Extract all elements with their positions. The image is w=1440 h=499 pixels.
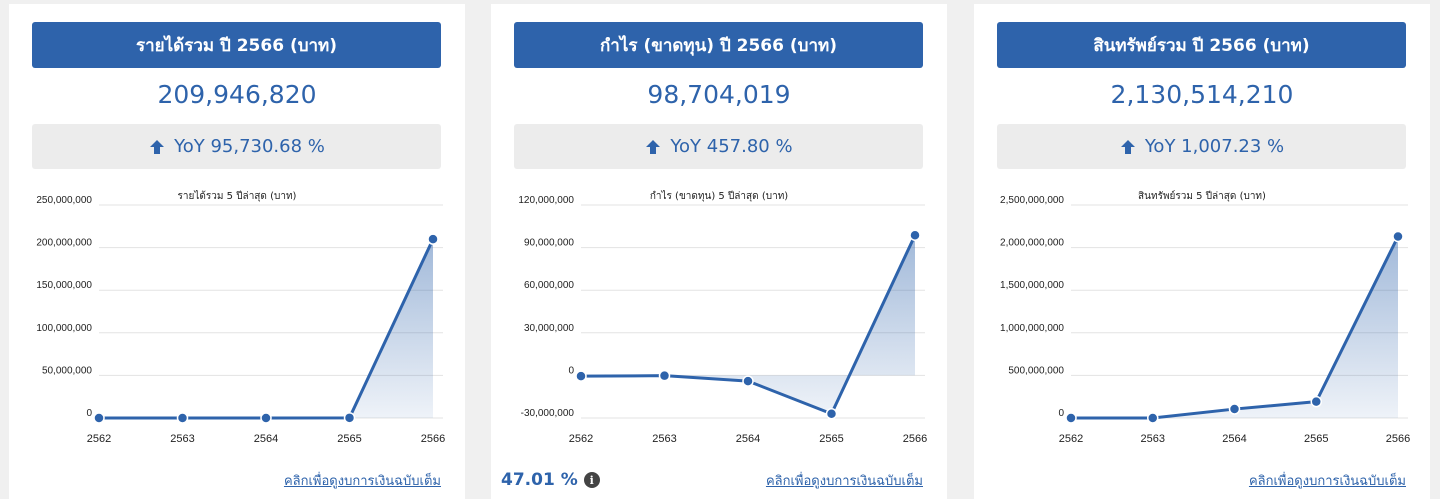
x-tick-label: 2563	[170, 433, 194, 445]
chart-title: กำไร (ขาดทุน) 5 ปีล่าสุด (บาท)	[649, 191, 789, 202]
y-tick-label: 0	[1058, 408, 1064, 419]
chart-title: รายได้รวม 5 ปีล่าสุด (บาท)	[177, 191, 297, 202]
y-tick-label: 200,000,000	[36, 238, 92, 249]
arrow-up-icon	[1120, 139, 1135, 154]
x-tick-label: 2565	[1304, 433, 1328, 445]
x-tick-label: 2565	[337, 433, 361, 445]
card-value: 98,704,019	[647, 80, 791, 109]
data-point	[909, 229, 921, 241]
y-tick-label: 2,000,000,000	[1000, 238, 1064, 249]
series-area	[99, 239, 433, 418]
y-tick-label: 500,000,000	[1008, 365, 1064, 376]
data-point	[427, 233, 439, 245]
yoy-text: YoY 95,730.68 %	[174, 136, 325, 157]
revenue-card: รายได้รวม ปี 2566 (บาท) 209,946,820 YoY …	[9, 4, 465, 499]
data-point	[825, 407, 838, 420]
data-point	[343, 412, 356, 424]
x-tick-label: 2562	[569, 433, 593, 445]
series-line	[580, 234, 917, 416]
y-tick-label: -30,000,000	[521, 408, 575, 419]
card-header: กำไร (ขาดทุน) ปี 2566 (บาท)	[514, 22, 923, 68]
x-tick-label: 2566	[421, 433, 445, 445]
chart-title: สินทรัพย์รวม 5 ปีล่าสุด (บาท)	[1138, 191, 1266, 202]
revenue-chart: 0 50,000,000 100,000,000 150,000,000 200,000…	[36, 195, 445, 445]
data-point	[1147, 412, 1159, 424]
yoy-text: YoY 457.80 %	[670, 136, 793, 157]
full-statement-link[interactable]: คลิกเพื่อดูงบการเงินฉบับเต็ม	[765, 474, 923, 489]
info-icon[interactable]: i	[583, 472, 600, 488]
yoy-box: YoY 95,730.68 %	[32, 124, 441, 169]
y-tick-label: 90,000,000	[524, 238, 574, 249]
data-point	[1065, 412, 1077, 424]
y-tick-label: 60,000,000	[524, 280, 574, 291]
y-tick-label: 1,500,000,000	[1000, 280, 1064, 291]
yoy-box: YoY 1,007.23 %	[997, 124, 1406, 169]
x-tick-label: 2564	[1222, 433, 1246, 445]
profit-chart: -30,000,000 0 30,000,000 60,000,000 90,000,0…	[518, 195, 927, 445]
x-tick-label: 2562	[1059, 433, 1083, 445]
x-tick-label: 2564	[254, 433, 278, 445]
data-point	[1392, 230, 1404, 243]
assets-chart: 0 500,000,000 1,000,000,000 1,500,000,000 2,…	[1000, 195, 1410, 445]
arrow-up-icon	[646, 139, 661, 154]
x-tick-label: 2566	[903, 433, 927, 445]
card-value: 2,130,514,210	[1110, 80, 1294, 109]
x-tick-label: 2566	[1386, 433, 1410, 445]
data-point	[742, 375, 754, 387]
card-value: 209,946,820	[157, 80, 317, 109]
y-tick-label: 120,000,000	[518, 195, 574, 206]
x-tick-label: 2564	[736, 433, 760, 445]
data-point	[260, 412, 272, 424]
assets-card: สินทรัพย์รวม ปี 2566 (บาท) 2,130,514,210…	[974, 4, 1430, 499]
x-tick-label: 2563	[1141, 433, 1165, 445]
y-tick-label: 1,000,000,000	[1000, 323, 1064, 334]
x-tick-label: 2563	[652, 433, 676, 445]
data-point	[1310, 395, 1322, 408]
profit-card: กำไร (ขาดทุน) ปี 2566 (บาท) 98,704,019 Y…	[491, 4, 947, 499]
y-tick-label: 50,000,000	[42, 365, 92, 376]
card-header: สินทรัพย์รวม ปี 2566 (บาท)	[997, 22, 1406, 68]
y-tick-label: 2,500,000,000	[1000, 195, 1064, 206]
series-area	[581, 235, 915, 414]
y-tick-label: 30,000,000	[524, 323, 574, 334]
ratio-note: 47.01 % i	[501, 470, 600, 490]
y-tick-label: 100,000,000	[36, 323, 92, 334]
arrow-up-icon	[150, 139, 165, 154]
full-statement-link[interactable]: คลิกเพื่อดูงบการเงินฉบับเต็ม	[283, 474, 441, 489]
yoy-box: YoY 457.80 %	[514, 124, 923, 169]
y-tick-label: 150,000,000	[36, 280, 92, 291]
y-tick-label: 0	[568, 365, 574, 376]
card-header: รายได้รวม ปี 2566 (บาท)	[32, 22, 441, 68]
x-tick-label: 2562	[87, 433, 111, 445]
data-point	[575, 370, 587, 382]
data-point	[176, 412, 189, 424]
full-statement-link[interactable]: คลิกเพื่อดูงบการเงินฉบับเต็ม	[1248, 474, 1406, 489]
data-point	[1228, 403, 1241, 415]
ratio-value: 47.01 %	[501, 470, 578, 490]
data-point	[93, 412, 105, 424]
data-point	[658, 369, 671, 382]
x-tick-label: 2565	[819, 433, 843, 445]
series-area	[1071, 236, 1398, 418]
y-tick-label: 250,000,000	[36, 195, 92, 206]
yoy-text: YoY 1,007.23 %	[1144, 136, 1285, 157]
y-tick-label: 0	[86, 408, 92, 419]
